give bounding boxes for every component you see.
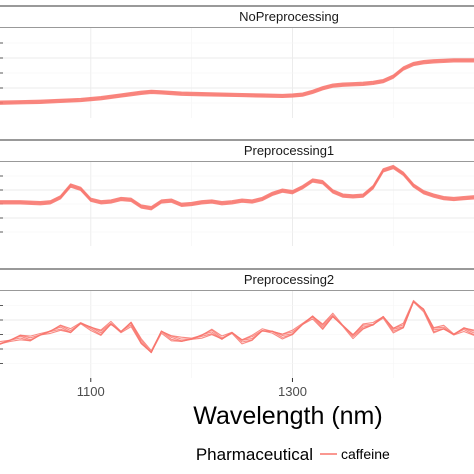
legend-label-caffeine: caffeine [341,446,390,462]
x-axis: 1100 1300 [77,378,307,399]
facet-strip [0,5,474,29]
facet-panels: NoPreprocessing Preprocessing1 Preprocessi… [0,5,474,378]
facet-panel-3: Preprocessing2 [0,268,474,378]
facet-strip [0,139,474,163]
facet-strip-title: Preprocessing1 [244,143,334,158]
series-line-caffeine [0,61,474,105]
legend: Pharmaceutical caffeine [196,445,390,464]
legend-title: Pharmaceutical [196,445,313,464]
series-line-caffeine [0,59,474,103]
x-axis-title: Wavelength (nm) [193,402,382,430]
series-line-caffeine [0,165,474,208]
facet-panel-1: NoPreprocessing [0,5,474,118]
facet-panel-2: Preprocessing1 [0,139,474,246]
series-line-caffeine [0,59,474,104]
series-line-caffeine [0,60,474,105]
series-line-caffeine [0,164,474,208]
x-tick-label: 1100 [77,384,105,399]
x-tick-label: 1300 [278,384,307,399]
series-line-caffeine [0,58,474,102]
series-line-caffeine [0,301,474,353]
facet-strip-title: Preprocessing2 [244,272,334,287]
facet-strip-title: NoPreprocessing [239,9,339,24]
series-line-caffeine [0,168,474,211]
series-line-caffeine [0,166,474,209]
facet-strip [0,268,474,292]
series-line-caffeine [0,167,474,210]
